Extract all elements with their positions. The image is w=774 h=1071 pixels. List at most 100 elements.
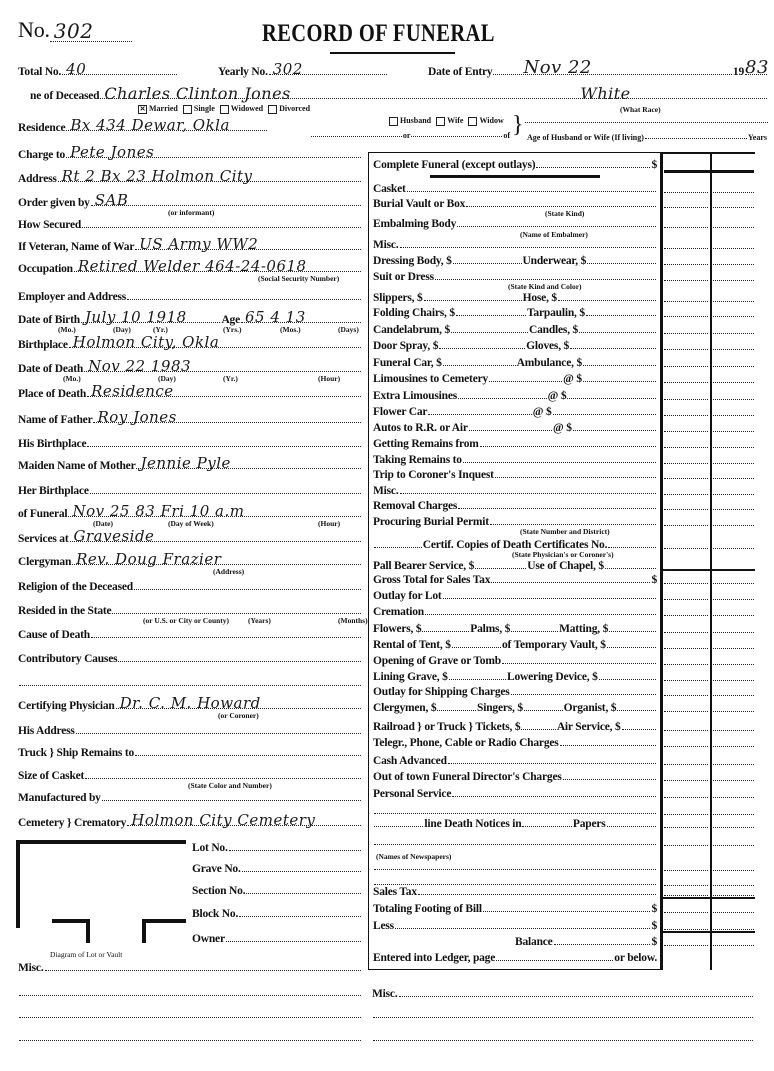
amount-cell[interactable]: [713, 929, 754, 930]
charge-input[interactable]: [489, 381, 563, 382]
amount-cell[interactable]: [713, 885, 754, 886]
amount-cell[interactable]: [713, 382, 754, 383]
amount-cell[interactable]: [664, 680, 708, 681]
field-input[interactable]: Bx 434 Dewar, Okla: [66, 118, 267, 133]
amount-cell[interactable]: [713, 746, 754, 747]
field-input[interactable]: [85, 778, 361, 779]
amount-cell[interactable]: [713, 399, 754, 400]
misc-input[interactable]: [398, 996, 753, 997]
charge-input[interactable]: [442, 365, 516, 366]
charge-input[interactable]: [394, 928, 651, 929]
misc-input[interactable]: [44, 970, 361, 971]
charge-input[interactable]: [510, 694, 656, 695]
amount-cell[interactable]: [713, 695, 754, 696]
charge-input[interactable]: [428, 414, 532, 415]
charge-input[interactable]: [606, 826, 656, 827]
field-input[interactable]: [75, 733, 361, 734]
charge-input[interactable]: [455, 315, 527, 316]
amount-cell[interactable]: [713, 316, 754, 317]
charge-input[interactable]: [491, 582, 651, 583]
field-input[interactable]: [118, 661, 361, 662]
spouse-checkbox-wife[interactable]: [436, 116, 446, 126]
charge-input[interactable]: [562, 779, 656, 780]
amount-cell[interactable]: [713, 227, 754, 228]
amount-cell[interactable]: [664, 583, 708, 584]
field-input[interactable]: Holmon City Cemetery: [127, 813, 361, 828]
field-input[interactable]: [19, 685, 361, 686]
charge-input[interactable]: [374, 884, 656, 885]
amount-cell[interactable]: [713, 730, 754, 731]
charge-input[interactable]: [442, 598, 656, 599]
charge-input[interactable]: [452, 796, 656, 797]
charge-input[interactable]: [422, 631, 470, 632]
amount-cell[interactable]: [713, 447, 754, 448]
charge-input[interactable]: [452, 263, 522, 264]
amount-cell[interactable]: [713, 248, 754, 249]
amount-cell[interactable]: [664, 895, 708, 896]
amount-cell[interactable]: [664, 945, 708, 946]
misc-input[interactable]: [19, 995, 361, 996]
charge-input[interactable]: [406, 191, 656, 192]
amount-cell[interactable]: [713, 509, 754, 510]
amount-cell[interactable]: [713, 632, 754, 633]
field-input[interactable]: [87, 446, 361, 447]
charge-input[interactable]: [553, 944, 651, 945]
field-input[interactable]: [89, 493, 361, 494]
field-input[interactable]: Nov 25 83 Fri 10 a.m: [68, 504, 361, 519]
lot-field-input[interactable]: [225, 941, 361, 942]
charge-input[interactable]: [475, 568, 527, 569]
amount-cell[interactable]: [713, 280, 754, 281]
amount-cell[interactable]: [664, 207, 708, 208]
charge-input[interactable]: [598, 679, 657, 680]
charge-input[interactable]: [448, 679, 507, 680]
amount-cell[interactable]: [664, 764, 708, 765]
charge-input[interactable]: [523, 710, 563, 711]
charge-input[interactable]: [439, 348, 526, 349]
charge-input[interactable]: [437, 710, 477, 711]
charge-input[interactable]: [522, 826, 572, 827]
amount-cell[interactable]: [713, 945, 754, 946]
amount-cell[interactable]: [664, 447, 708, 448]
amount-cell[interactable]: [664, 827, 708, 828]
charge-input[interactable]: [606, 647, 657, 648]
amount-cell[interactable]: [713, 415, 754, 416]
amount-cell[interactable]: [713, 463, 754, 464]
charge-input[interactable]: [557, 300, 656, 301]
charge-input[interactable]: [451, 332, 528, 333]
amount-cell[interactable]: [664, 301, 708, 302]
field-input[interactable]: Roy Jones: [93, 410, 361, 425]
charge-input[interactable]: [447, 763, 656, 764]
amount-cell[interactable]: [713, 349, 754, 350]
field-input[interactable]: [135, 755, 361, 756]
charge-input[interactable]: [466, 206, 656, 207]
field-input[interactable]: [101, 800, 361, 801]
field-input[interactable]: Jennie Pyle: [136, 456, 361, 471]
amount-cell[interactable]: [713, 494, 754, 495]
amount-cell[interactable]: [664, 415, 708, 416]
marital-checkbox-divorced[interactable]: [268, 104, 278, 114]
field-input[interactable]: [82, 227, 361, 228]
amount-cell[interactable]: [664, 463, 708, 464]
charge-input[interactable]: [374, 547, 422, 548]
field-input[interactable]: July 10 1918: [80, 310, 221, 325]
misc-input[interactable]: [373, 1040, 753, 1041]
charge-input[interactable]: [425, 614, 656, 615]
charge-input[interactable]: [570, 348, 657, 349]
amount-cell[interactable]: [664, 548, 708, 549]
amount-cell[interactable]: [664, 929, 708, 930]
amount-cell[interactable]: [713, 548, 754, 549]
marital-checkbox-single[interactable]: [182, 104, 192, 114]
charge-input[interactable]: [579, 332, 657, 333]
amount-cell[interactable]: [664, 814, 708, 815]
amount-cell[interactable]: [713, 333, 754, 334]
amount-cell[interactable]: [664, 349, 708, 350]
amount-cell[interactable]: [713, 599, 754, 600]
amount-cell[interactable]: [713, 870, 754, 871]
misc-input[interactable]: [19, 1040, 361, 1041]
charge-input[interactable]: [399, 247, 656, 248]
amount-cell[interactable]: [713, 366, 754, 367]
amount-cell[interactable]: [713, 895, 754, 896]
amount-cell[interactable]: [664, 280, 708, 281]
marital-checkbox-widowed[interactable]: [219, 104, 229, 114]
charge-input[interactable]: [482, 911, 651, 912]
